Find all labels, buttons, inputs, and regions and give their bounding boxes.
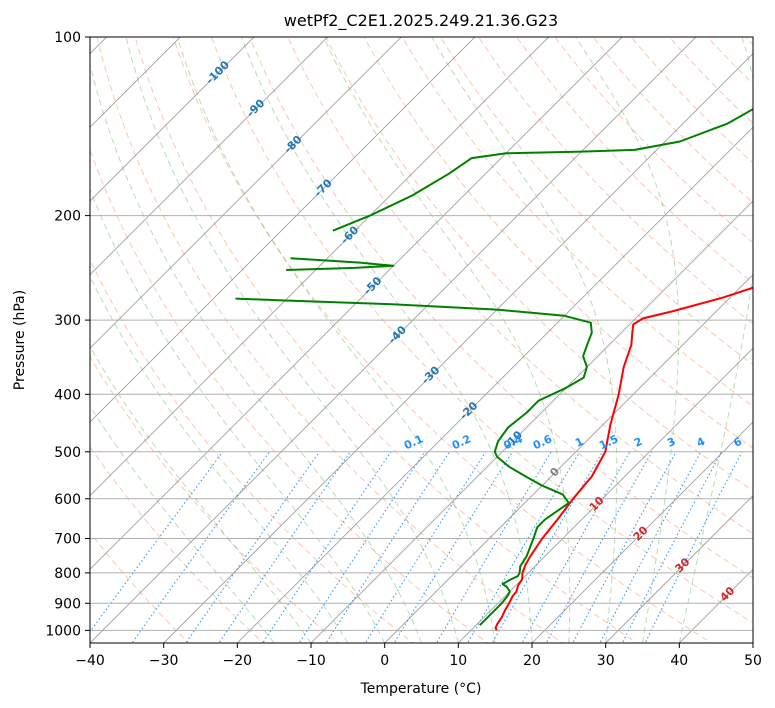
dewpoint-profile-line bbox=[286, 257, 395, 271]
x-tick-label: −30 bbox=[149, 653, 179, 669]
moist-adiabat-line bbox=[678, 37, 753, 643]
isotherm-line bbox=[163, 52, 753, 643]
y-tick-label: 700 bbox=[54, 532, 81, 548]
y-tick-label: 1000 bbox=[45, 623, 81, 639]
dry-adiabat-line bbox=[90, 258, 414, 643]
isotherm-line bbox=[384, 274, 753, 643]
moist-adiabat-line bbox=[431, 37, 618, 643]
mixing-ratio-line bbox=[325, 451, 451, 643]
x-tick-label: 50 bbox=[744, 653, 762, 669]
isotherm-line bbox=[457, 347, 753, 643]
moist-adiabat-line bbox=[90, 188, 386, 643]
y-tick-label: 400 bbox=[54, 387, 81, 403]
y-tick-label: 500 bbox=[54, 445, 81, 461]
mixing-ratio-line bbox=[572, 451, 677, 643]
mixing-ratio-line bbox=[466, 451, 581, 643]
y-tick-label: 100 bbox=[54, 30, 81, 46]
mixing-ratio-line bbox=[185, 451, 321, 643]
mixing-ratio-line bbox=[218, 451, 351, 643]
isotherm-line bbox=[90, 37, 623, 570]
pressure-grid-lines bbox=[90, 37, 753, 631]
moist-adiabat-line bbox=[176, 37, 496, 643]
x-tick-label: −40 bbox=[75, 653, 105, 669]
x-tick-label: 0 bbox=[380, 653, 389, 669]
mixing-ratio-line bbox=[90, 451, 224, 633]
y-tick-label: 600 bbox=[54, 492, 81, 508]
dry-adiabat-line bbox=[90, 148, 489, 643]
moist-adiabat-line bbox=[125, 37, 459, 643]
isotherm-line bbox=[90, 37, 697, 643]
isotherm-line bbox=[90, 37, 255, 202]
profile-series bbox=[235, 107, 753, 631]
mixing-ratio-line bbox=[262, 451, 392, 643]
x-axis-title: Temperature (°C) bbox=[360, 681, 482, 697]
chart-title: wetPf2_C2E1.2025.249.21.36.G23 bbox=[284, 11, 558, 31]
y-tick-label: 900 bbox=[54, 596, 81, 612]
mixing-ratio-line bbox=[621, 451, 722, 643]
mixing-ratio-line bbox=[393, 451, 513, 643]
isotherm-line bbox=[531, 421, 753, 643]
plot-frame bbox=[89, 36, 754, 644]
dewpoint-profile-line bbox=[332, 107, 753, 232]
temperature-profile-line bbox=[494, 286, 753, 631]
mixing-ratio-line bbox=[298, 451, 426, 643]
x-tick-label: 10 bbox=[449, 653, 467, 669]
mixing-ratio-line bbox=[599, 451, 702, 643]
moist-adiabat-line bbox=[90, 62, 422, 643]
x-axis: −40 −30 −20 −10 0 10 20 30 40 50 bbox=[75, 643, 762, 669]
moist-adiabat-line bbox=[90, 405, 275, 643]
x-tick-label: −20 bbox=[223, 653, 253, 669]
moist-adiabat-line bbox=[323, 37, 571, 643]
plot-area: -100-90-80-70-60-50-40-30-20-10010203040… bbox=[90, 37, 753, 643]
x-tick-label: 30 bbox=[597, 653, 615, 669]
moist-adiabat-line bbox=[575, 37, 680, 643]
isotherm-line bbox=[605, 495, 753, 643]
y-axis: 1000 900 800 700 600 500 400 300 200 100 bbox=[45, 30, 90, 639]
moist-adiabat-line bbox=[240, 37, 533, 643]
y-tick-label: 300 bbox=[54, 313, 81, 329]
isotherm-line bbox=[90, 37, 181, 128]
moist-adiabat-lines bbox=[90, 37, 753, 643]
x-tick-label: −10 bbox=[296, 653, 326, 669]
isotherm-line bbox=[90, 37, 329, 276]
y-tick-label: 800 bbox=[54, 566, 81, 582]
isotherm-line bbox=[236, 126, 753, 643]
mixing-ratio-line bbox=[364, 451, 487, 643]
y-tick-label: 200 bbox=[54, 209, 81, 225]
x-tick-label: 40 bbox=[670, 653, 688, 669]
isotherm-line bbox=[90, 37, 550, 497]
isotherm-line bbox=[90, 37, 402, 349]
x-tick-label: 20 bbox=[523, 653, 541, 669]
dry-adiabat-line bbox=[287, 37, 753, 535]
moist-adiabat-line bbox=[90, 275, 349, 643]
isotherm-lines bbox=[90, 37, 753, 643]
dewpoint-profile-line bbox=[235, 297, 593, 626]
isotherm-line bbox=[90, 37, 476, 423]
y-axis-title: Pressure (hPa) bbox=[12, 290, 28, 390]
isotherm-line bbox=[310, 200, 753, 643]
